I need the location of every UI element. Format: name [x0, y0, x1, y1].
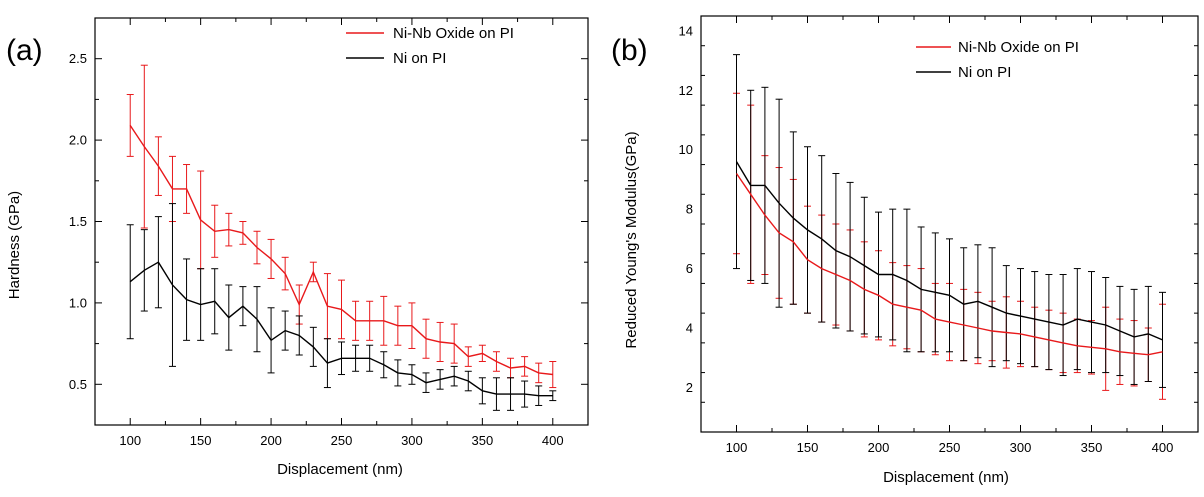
- panel-b-frame: [700, 15, 1199, 433]
- panel-b-x-tick-label: 250: [939, 440, 961, 455]
- panel-a-x-axis-title: Displacement (nm): [277, 461, 403, 478]
- panel-a-y-tick-label: 0.5: [69, 377, 87, 392]
- panel-a: (a) 100 150 200 250 300 350 400 0.5 1.0 1.5 2.0 2.5…: [6, 17, 589, 478]
- panel-a-y-axis-title: Hardness (GPa): [6, 191, 23, 299]
- panel-a-y-tick-label: 1.5: [69, 214, 87, 229]
- panel-a-y-tick-label: 1.0: [69, 295, 87, 310]
- panel-b-series-ni-nb-oxide-line: [735, 173, 1163, 356]
- panel-b-x-tick-label: 100: [726, 440, 748, 455]
- panel-b-x-tick-label: 200: [868, 440, 890, 455]
- panel-a-series-ni-nb-oxide-error-bars: [126, 64, 557, 389]
- panel-b-x-axis-title: Displacement (nm): [883, 469, 1009, 486]
- panel-a-x-tick-label: 400: [542, 433, 564, 448]
- panel-b-y-axis-title: Reduced Young's Modulus(GPa): [623, 131, 640, 348]
- panel-b-x-tick-label: 350: [1081, 440, 1103, 455]
- panel-b-y-tick-label: 8: [686, 202, 693, 217]
- panel-a-label: (a): [6, 34, 43, 67]
- panel-b-x-tick-label: 400: [1152, 440, 1174, 455]
- panel-b-y-tick-label: 12: [679, 83, 693, 98]
- panel-b-y-tick-label: 10: [679, 142, 693, 157]
- panel-b-x-tick-label: 150: [797, 440, 819, 455]
- panel-b-plot-area: 100 150 200 250 300 350 400 2 4 6 8 10 12 14: [679, 15, 1199, 455]
- panel-a-x-tick-label: 150: [190, 433, 212, 448]
- panel-a-series-ni-nb-oxide-line: [129, 125, 553, 376]
- panel-a-x-tick-label: 250: [331, 433, 353, 448]
- panel-b-y-tick-label: 4: [686, 321, 693, 336]
- panel-b-series-ni-error-bars: [733, 54, 1166, 388]
- panel-a-x-tick-label: 200: [260, 433, 282, 448]
- panel-a-y-tick-label: 2.5: [69, 51, 87, 66]
- panel-b-y-tick-label: 14: [679, 23, 693, 38]
- panel-b-label: (b): [611, 34, 648, 67]
- panel-a-legend-label-ni-nb-oxide: Ni-Nb Oxide on PI: [393, 25, 514, 42]
- panel-a-plot-area: 100 150 200 250 300 350 400 0.5 1.0 1.5 2.0 2.5: [69, 17, 589, 448]
- panel-b-legend-label-ni: Ni on PI: [958, 64, 1011, 81]
- panel-a-legend: Ni-Nb Oxide on PI Ni on PI: [346, 25, 514, 67]
- panel-a-legend-label-ni: Ni on PI: [393, 50, 446, 67]
- panel-b: (b) 100 150 200 250 300 350 400 2 4 6 8 10 12 14 Disp…: [611, 15, 1199, 486]
- panel-a-x-tick-label: 100: [119, 433, 141, 448]
- panel-a-series-ni-line: [129, 261, 553, 397]
- panel-a-y-tick-label: 2.0: [69, 133, 87, 148]
- panel-b-series-ni-line: [735, 161, 1163, 341]
- panel-a-x-tick-label: 300: [401, 433, 423, 448]
- panel-b-legend-label-ni-nb-oxide: Ni-Nb Oxide on PI: [958, 39, 1079, 56]
- panel-b-legend: Ni-Nb Oxide on PI Ni on PI: [916, 39, 1079, 81]
- panel-a-x-tick-label: 350: [472, 433, 494, 448]
- panel-b-y-tick-label: 6: [686, 261, 693, 276]
- panel-b-x-tick-label: 300: [1010, 440, 1032, 455]
- panel-b-y-tick-label: 2: [686, 380, 693, 395]
